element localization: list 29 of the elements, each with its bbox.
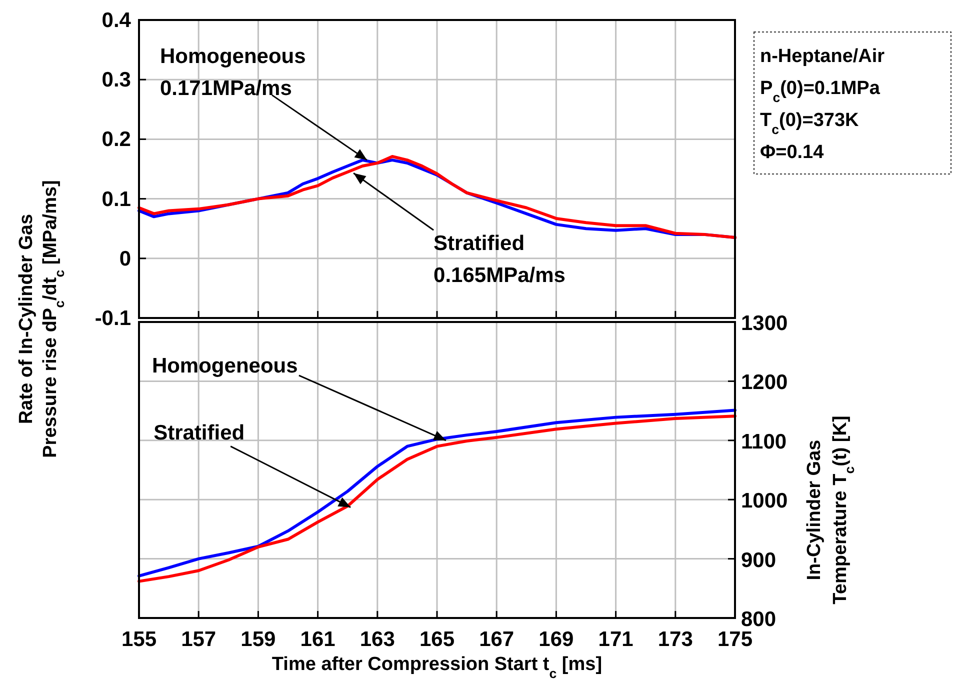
x-tick-label: 163 <box>360 628 395 651</box>
text: n-Heptane/Air P$_{c}$(0)=0.1MPa T$_{c}$(0)=373K Φ=0.14 <box>760 46 886 163</box>
y-tick-label: 0.4 <box>102 9 132 32</box>
x-tick-label: 161 <box>300 628 336 651</box>
y-tick-label: 1200 <box>741 371 788 394</box>
x-tick-label: 175 <box>717 628 753 651</box>
y-tick-label: 0.3 <box>102 68 131 92</box>
x-axis-title: Time after Compression Start t$_{c}$ [ms] <box>272 654 602 680</box>
x-tick-label: 171 <box>598 628 634 651</box>
y-tick-label: -0.1 <box>94 307 132 330</box>
annotation: Homogeneous <box>152 354 298 378</box>
x-tick-label: 169 <box>538 628 574 651</box>
x-tick-label: 173 <box>658 628 693 651</box>
annotation: Stratified <box>154 421 245 444</box>
annotation: Stratified 0.165MPa/ms <box>434 232 566 288</box>
x-tick-label: 155 <box>121 628 157 651</box>
y-tick-label: 0.2 <box>102 128 131 152</box>
y-tick-label: 1000 <box>741 490 788 513</box>
x-tick-label: 165 <box>419 628 455 651</box>
x-tick-label: 159 <box>240 628 276 651</box>
x-tick-label: 167 <box>479 628 514 651</box>
x-tick-label: 157 <box>181 628 216 651</box>
y-tick-label: 0 <box>119 247 131 270</box>
y-tick-label: 900 <box>741 548 776 572</box>
y-tick-label: 0.1 <box>102 188 132 211</box>
y-tick-label: 800 <box>741 608 776 631</box>
y-tick-label: 1100 <box>741 430 787 454</box>
annotation: Homogeneous 0.171MPa/ms <box>160 45 306 100</box>
y-tick-label: 1300 <box>741 312 788 335</box>
